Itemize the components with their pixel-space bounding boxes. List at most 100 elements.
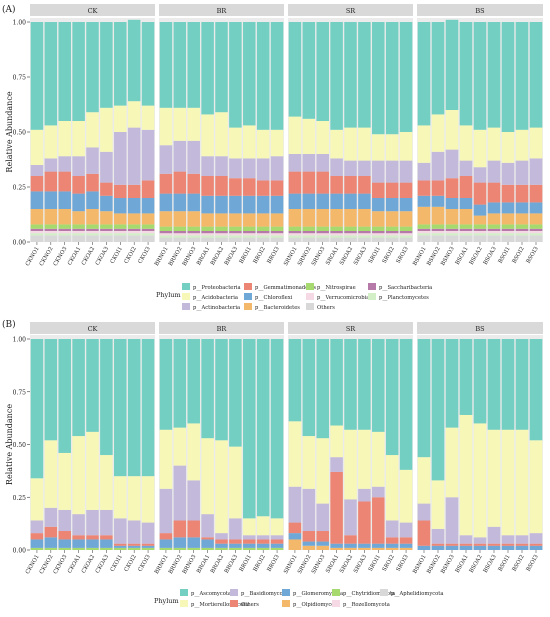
bar-segment [173,427,187,466]
bar-segment [399,547,413,550]
bar-segment [173,140,187,172]
bar-segment [385,233,399,236]
bar-segment [243,539,256,544]
bar-segment [358,501,371,544]
bar-segment [229,339,242,447]
bar-segment [399,233,413,236]
bar-segment [473,228,487,231]
bar-segment [141,129,155,181]
bar-segment [288,231,302,234]
bar-segment [159,539,173,548]
x-tick-label: BSOI2 [512,246,526,265]
bar-segment [141,180,155,198]
legend-swatch [332,589,340,596]
bar-segment [72,228,85,231]
bar-segment [72,539,85,548]
bar-segment [127,127,141,185]
bar-segment [229,231,242,234]
bar-segment [372,497,385,544]
bar-segment [459,235,473,242]
bar-segment [473,423,487,538]
bar-segment [459,209,473,225]
bar-segment [487,160,501,183]
bar-segment [501,224,515,229]
facet-strip [30,4,155,16]
bar-segment [270,539,284,544]
facet-strip [417,322,543,334]
bar-segment [187,339,200,424]
bar-segment [529,233,543,236]
bar-segment [100,195,113,212]
bar-segment [288,22,302,117]
bar-segment [344,160,357,176]
bar-segment [431,528,445,544]
x-tick-label: BSOA3 [483,554,498,575]
bar-segment [243,226,256,231]
bar-segment [529,440,543,534]
bar-segment [86,112,99,148]
legend: Phylum p__Ascomycota p__Mortierellomycota p… [154,589,443,608]
facet-label: BS [475,325,484,333]
bar-segment [229,235,242,238]
chart-panel-1: (B) Relative Abundance 0.00 0.25 0.50 0.75 1.0… [2,319,543,608]
bar-segment [445,209,459,225]
bar-segment [445,224,459,229]
bar-segment [72,22,85,121]
bar-segment [459,545,473,550]
bar-segment [515,543,529,546]
bar-segment [459,535,473,544]
bar-segment [229,226,242,231]
bar-segment [100,22,113,108]
bar-segment [243,195,256,214]
bar-segment [288,235,302,238]
bar-segment [459,543,473,546]
bar-segment [445,545,459,550]
legend-item-label: p__Acidobacteria [193,295,238,301]
bar-segment [173,231,187,234]
bar-segment [256,158,270,181]
bar-segment [302,237,316,242]
bar-segment [372,231,385,234]
bar-segment [173,171,187,194]
bar-segment [399,182,413,198]
bar-segment [72,339,85,437]
bar-segment [330,22,343,130]
bar-segment [344,237,357,242]
bar-segment [127,231,141,234]
x-tick-label: CKOI3 [137,554,152,573]
bar-segment [141,231,155,234]
bar-segment [187,173,200,194]
bar-segment [358,127,371,161]
bar-segment [159,231,173,234]
bar-segment [141,476,155,523]
bar-segment [529,127,543,159]
legend-item-label: p__Actinobacteria [193,305,240,311]
bar-segment [114,543,127,546]
bar-segment [187,193,200,212]
bar-segment [417,162,431,181]
legend-swatch [182,293,190,300]
bar-segment [141,543,155,546]
bar-segment [515,160,529,185]
bar-segment [358,488,371,502]
bar-segment [358,231,371,234]
bar-segment [330,231,343,234]
bar-segment [487,228,501,231]
bar-segment [344,339,357,430]
bar-segment [358,339,371,430]
bar-segment [344,535,357,544]
bar-segment [372,339,385,432]
bar-segment [159,22,173,108]
legend-swatch [368,283,376,290]
legend-swatch [180,589,188,596]
bar-segment [445,543,459,546]
bar-segment [187,237,200,242]
bar-segment [459,160,473,176]
bar-segment [358,176,371,194]
bar-segment [473,231,487,234]
legend-item-label: p__Olpidiomycota [293,602,340,608]
bar-segment [44,231,58,234]
legend-item-label: Others [317,305,335,311]
bar-segment [330,547,343,550]
bar-segment [215,339,228,441]
